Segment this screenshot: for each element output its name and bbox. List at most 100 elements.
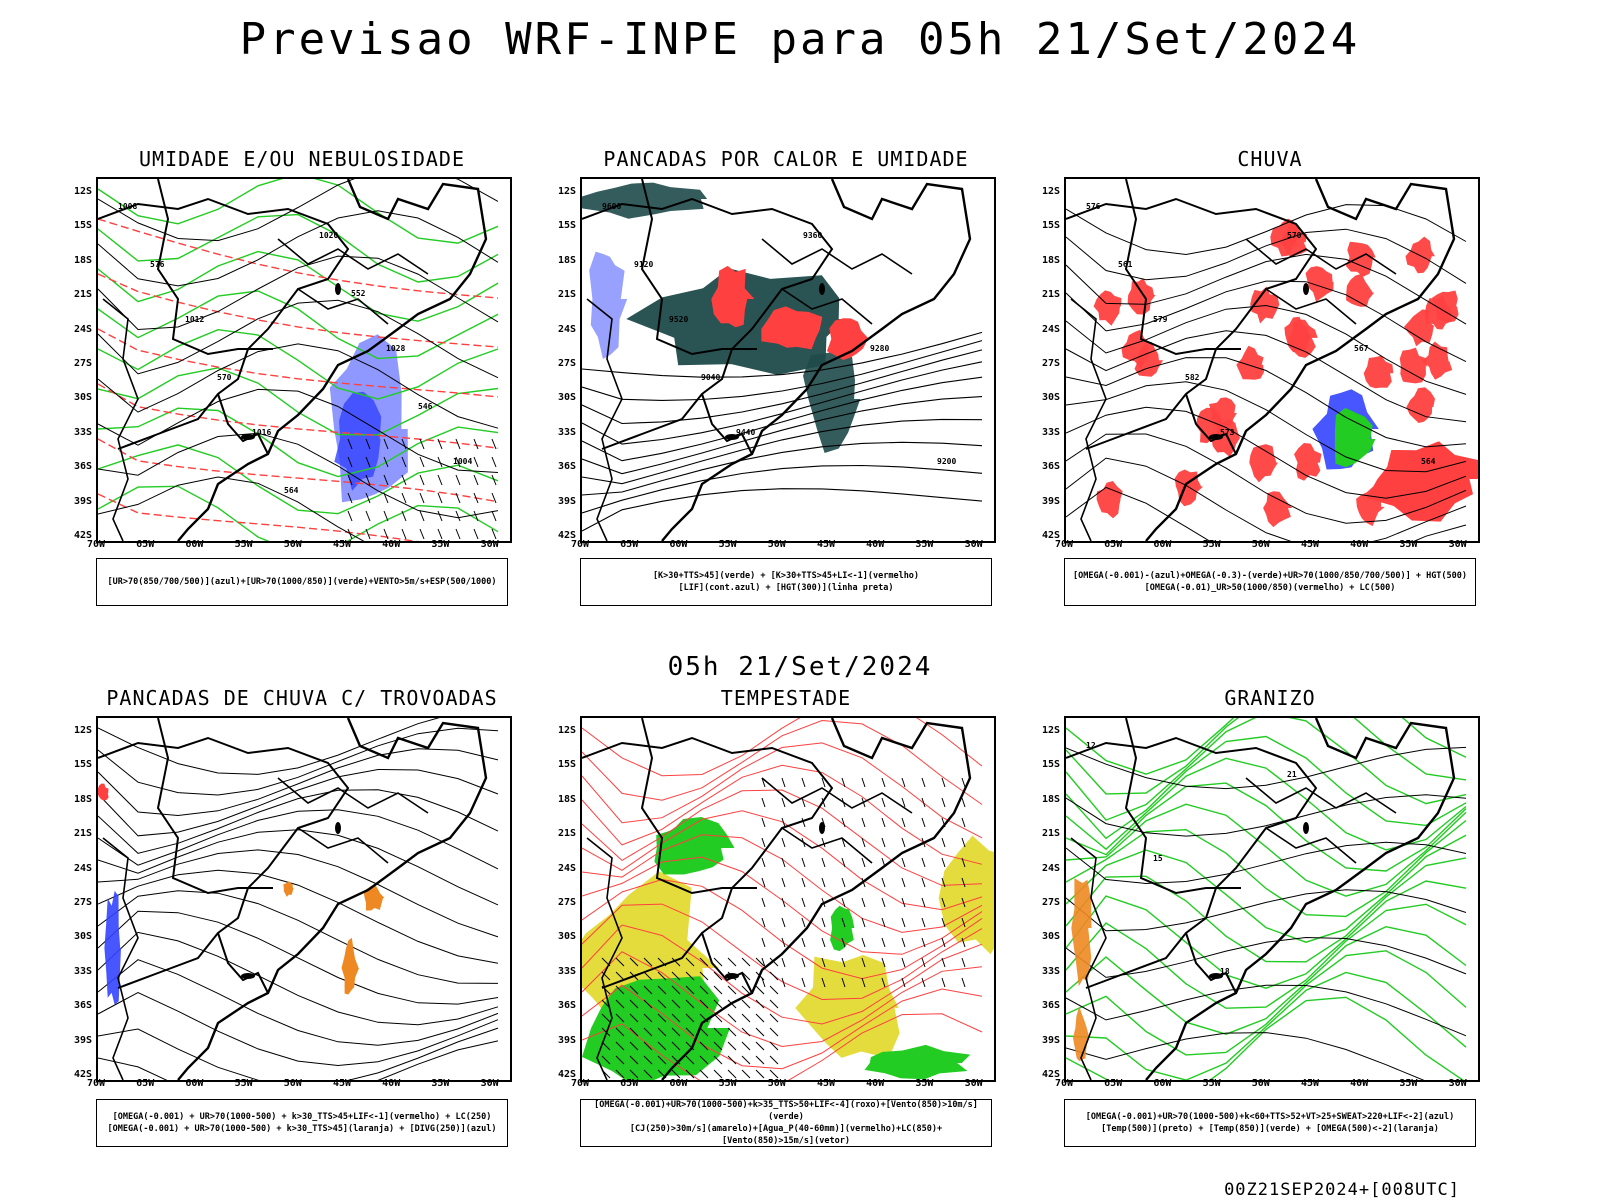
wind-vector: [419, 474, 425, 486]
contour-line: [1066, 950, 1467, 1056]
wind-850-green: [582, 976, 730, 1080]
jet-yellow: [938, 835, 994, 955]
contour-line: [1066, 971, 1467, 1080]
contour-line: [98, 910, 499, 1005]
wind-vector: [781, 917, 786, 928]
lon-label: 45W: [332, 1078, 352, 1089]
legend-line: [LIF](cont.azul) + [HGT(300)](linha pret…: [678, 583, 894, 593]
lat-label: 39S: [73, 1034, 92, 1046]
andes-border: [1070, 837, 1107, 1080]
rain-red-area: [1399, 347, 1427, 384]
contour-line: [1066, 803, 1467, 897]
wind-vector: [437, 474, 443, 486]
wind-vector: [685, 1027, 695, 1037]
contour-line: [582, 856, 983, 955]
wind-vector: [455, 474, 461, 486]
lat-label: 30S: [73, 392, 92, 404]
lon-label: 60W: [185, 539, 204, 550]
omega-orange: [1071, 878, 1092, 987]
panel-title-umidade: UMIDADE E/OU NEBULOSIDADE: [138, 147, 466, 171]
contour-label: 564: [1421, 457, 1436, 466]
contour-line: [582, 719, 983, 805]
wind-vector: [419, 456, 425, 468]
lon-label: 55W: [718, 539, 737, 550]
wind-vector: [921, 897, 926, 908]
country-border: [1066, 736, 1318, 989]
wind-vector: [727, 1041, 737, 1051]
wind-vector: [473, 456, 479, 468]
panel-title-tempestade: TEMPESTADE: [720, 686, 852, 710]
wind-vector: [801, 777, 806, 788]
contour-line: [98, 718, 440, 775]
lon-label: 50W: [1251, 539, 1270, 550]
contour-label: 576: [1086, 202, 1101, 211]
wind-vector: [347, 474, 353, 486]
lon-label: 35W: [1399, 1078, 1418, 1089]
wind-vector: [781, 857, 786, 868]
wind-vector: [657, 1013, 667, 1023]
state-border: [761, 238, 913, 275]
lon-label: 40W: [866, 539, 885, 550]
contour-line: [582, 396, 983, 475]
lat-label: 36S: [557, 1000, 576, 1012]
wind-vector: [347, 456, 353, 468]
wind-vector: [713, 1069, 723, 1079]
lon-label: 70W: [570, 539, 590, 550]
thunderstorm-red: [98, 783, 109, 801]
green-contour: [470, 186, 498, 224]
green-contour: [287, 179, 317, 209]
contour-label: 15: [1153, 854, 1163, 863]
contour-line: [1066, 996, 1465, 1080]
contour-line: [1066, 486, 1467, 541]
country-border: [98, 197, 350, 450]
state-border: [1245, 238, 1397, 275]
wind-vector: [671, 999, 681, 1009]
wind-vector: [821, 977, 826, 988]
wind-vector: [861, 817, 866, 828]
wind-vector: [671, 957, 681, 967]
lon-label: 70W: [1054, 1078, 1074, 1089]
wind-vector: [821, 957, 826, 968]
wind-vector: [761, 837, 766, 848]
andes-border: [1070, 298, 1107, 541]
wind-vector: [671, 985, 681, 995]
wind-vector: [455, 492, 461, 504]
wind-vector: [841, 937, 846, 948]
wind-vector: [781, 957, 786, 968]
lat-label: 18S: [73, 793, 92, 805]
lon-label: 55W: [1202, 1078, 1221, 1089]
wind-vector: [881, 817, 886, 828]
wind-vector: [781, 797, 786, 808]
contour-line: [582, 376, 983, 462]
wind-vector: [615, 985, 625, 995]
lon-label: 45W: [1300, 1078, 1320, 1089]
wind-vector: [821, 857, 826, 868]
legend-line: [K>30+TTS>45](verde) + [K>30+TTS>45+LI<-…: [652, 571, 920, 581]
lon-label: 60W: [1153, 1078, 1172, 1089]
lat-label: 33S: [557, 965, 576, 977]
wind-vector: [881, 977, 886, 988]
wind-vector: [901, 797, 906, 808]
rain-red-area: [1294, 443, 1322, 481]
wind-vector: [727, 1027, 737, 1037]
omega-orange: [1073, 1006, 1090, 1062]
run-footer: 00Z21SEP2024+[008UTC]: [1224, 1180, 1460, 1200]
wind-vector: [881, 837, 886, 848]
lat-label: 12S: [1041, 186, 1060, 197]
wind-vector: [699, 1027, 709, 1037]
wind-vector: [781, 877, 786, 888]
wind-vector: [437, 438, 443, 450]
lat-label: 33S: [1041, 965, 1060, 977]
contour-line: [98, 931, 499, 1026]
country-border: [1124, 179, 1241, 356]
contour-line: [98, 250, 499, 322]
lagoon: [725, 973, 739, 979]
contour-line: [98, 432, 499, 519]
contour-line: [1066, 406, 1467, 499]
rain-red-area: [1406, 387, 1435, 423]
wind-vector: [841, 957, 846, 968]
contour-label: 1020: [319, 231, 338, 240]
state-border: [1245, 777, 1397, 814]
thunderstorm-orange: [363, 884, 385, 911]
wind-vector: [685, 1055, 695, 1065]
